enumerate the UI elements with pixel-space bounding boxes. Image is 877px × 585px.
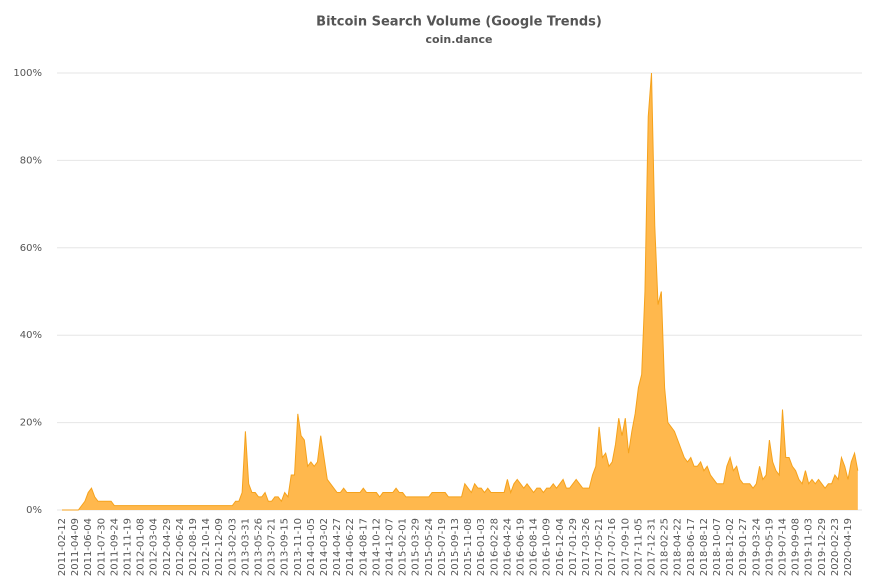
x-tick-label: 2017-01-29 [568, 518, 579, 576]
x-tick-label: 2012-03-04 [149, 518, 160, 576]
x-tick-label: 2016-08-14 [529, 518, 540, 576]
y-tick-label: 40% [20, 330, 42, 341]
x-tick-label: 2017-07-16 [607, 518, 618, 576]
x-tick-label: 2019-11-03 [804, 518, 815, 576]
x-tick-label: 2014-01-05 [306, 518, 317, 576]
x-tick-label: 2015-02-01 [398, 518, 409, 576]
x-tick-label: 2016-02-28 [489, 518, 500, 576]
y-tick-label: 100% [13, 68, 42, 79]
x-tick-label: 2016-10-09 [542, 518, 553, 576]
x-tick-label: 2017-05-21 [594, 518, 605, 576]
x-tick-label: 2013-07-21 [267, 518, 278, 576]
x-tick-label: 2011-07-30 [96, 518, 107, 576]
chart-title: Bitcoin Search Volume (Google Trends) [316, 15, 602, 30]
x-tick-label: 2012-04-29 [162, 518, 173, 576]
x-tick-label: 2015-05-24 [424, 518, 435, 576]
x-tick-label: 2018-06-17 [686, 518, 697, 576]
x-tick-label: 2011-02-12 [57, 518, 68, 576]
x-tick-label: 2014-08-17 [358, 518, 369, 576]
x-tick-label: 2017-03-26 [581, 518, 592, 576]
x-tick-label: 2016-12-04 [555, 518, 566, 576]
x-tick-label: 2020-02-23 [830, 518, 841, 576]
x-tick-label: 2011-11-19 [123, 518, 134, 576]
x-tick-label: 2012-12-09 [214, 518, 225, 576]
x-tick-label: 2018-02-25 [660, 518, 671, 576]
x-tick-label: 2012-06-24 [175, 518, 186, 576]
x-tick-label: 2011-04-09 [70, 518, 81, 576]
x-tick-label: 2013-05-26 [254, 518, 265, 576]
y-tick-label: 80% [20, 155, 42, 166]
x-tick-label: 2015-09-13 [450, 518, 461, 576]
x-tick-label: 2013-09-15 [280, 518, 291, 576]
x-tick-label: 2020-04-19 [843, 518, 854, 576]
y-tick-label: 20% [20, 418, 42, 429]
x-tick-label: 2019-01-27 [738, 518, 749, 576]
x-tick-label: 2011-06-04 [83, 518, 94, 576]
x-tick-label: 2016-04-24 [502, 518, 513, 576]
x-tick-label: 2014-12-07 [385, 518, 396, 576]
x-tick-label: 2012-10-14 [201, 518, 212, 576]
x-tick-label: 2019-07-14 [778, 518, 789, 576]
y-tick-label: 0% [26, 505, 42, 516]
y-tick-label: 60% [20, 243, 42, 254]
x-tick-label: 2019-12-29 [817, 518, 828, 576]
x-tick-label: 2013-02-03 [227, 518, 238, 576]
x-tick-label: 2014-04-27 [332, 518, 343, 576]
x-tick-label: 2017-12-31 [647, 518, 658, 576]
x-tick-label: 2016-01-03 [476, 518, 487, 576]
x-tick-label: 2016-06-19 [516, 518, 527, 576]
x-tick-label: 2012-01-08 [136, 518, 147, 576]
x-tick-label: 2018-04-22 [673, 518, 684, 576]
x-tick-label: 2019-09-08 [791, 518, 802, 576]
x-tick-label: 2013-03-31 [240, 518, 251, 576]
x-tick-label: 2017-11-05 [633, 518, 644, 576]
x-tick-label: 2015-11-08 [463, 518, 474, 576]
x-tick-label: 2013-11-10 [293, 518, 304, 576]
x-tick-label: 2018-08-12 [699, 518, 710, 576]
x-tick-label: 2018-12-02 [725, 518, 736, 576]
x-tick-label: 2017-09-10 [620, 518, 631, 576]
x-tick-label: 2012-08-19 [188, 518, 199, 576]
area-line [62, 72, 859, 511]
x-tick-label: 2011-09-24 [109, 518, 120, 576]
x-tick-label: 2019-05-19 [764, 518, 775, 576]
chart-subtitle: coin.dance [426, 33, 493, 46]
x-tick-label: 2015-07-19 [437, 518, 448, 576]
x-tick-label: 2014-10-12 [371, 518, 382, 576]
x-tick-label: 2015-03-29 [411, 518, 422, 576]
x-tick-label: 2019-03-24 [751, 518, 762, 576]
x-tick-label: 2018-10-07 [712, 518, 723, 576]
x-tick-label: 2014-03-02 [319, 518, 330, 576]
area [62, 73, 858, 510]
x-tick-label: 2014-06-22 [345, 518, 356, 576]
